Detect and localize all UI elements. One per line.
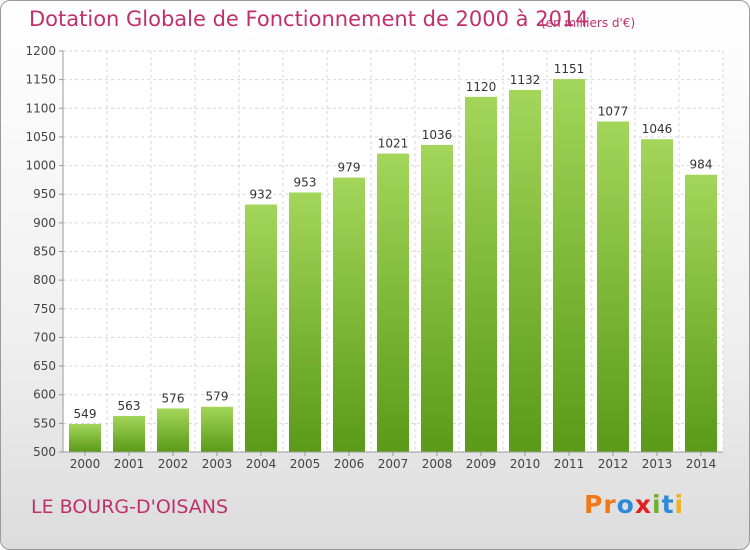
y-tick-label: 1050 [25, 130, 56, 144]
bar [553, 79, 585, 452]
y-tick-label: 1100 [25, 101, 56, 115]
bar [289, 192, 321, 452]
axes: 500 550 600 650 700 750 800 850 900 950 1000 1050 11… [25, 44, 723, 471]
x-tick-label: 2001 [114, 457, 145, 471]
logo-letter: o [616, 490, 635, 519]
x-tick-label: 2013 [642, 457, 673, 471]
proxiti-logo[interactable]: Proxiti [584, 490, 684, 519]
bars [69, 79, 717, 453]
data-label: 1151 [554, 62, 585, 76]
bar [377, 153, 409, 452]
data-label: 932 [250, 188, 273, 202]
data-label: 1046 [642, 122, 673, 136]
x-tick-label: 2011 [554, 457, 585, 471]
y-tick-label: 750 [33, 302, 56, 316]
x-tick-label: 2014 [686, 457, 717, 471]
bar [201, 406, 233, 452]
data-label: 1021 [378, 137, 409, 151]
logo-letter: i [652, 490, 662, 519]
logo-letter: P [584, 490, 604, 519]
logo-letter: i [674, 490, 685, 519]
data-label: 1120 [466, 80, 497, 94]
bar [69, 423, 101, 452]
chart-title: Dotation Globale de Fonctionnement de 20… [29, 7, 589, 31]
x-tick-label: 2007 [378, 457, 409, 471]
y-tick-label: 800 [33, 273, 56, 287]
y-tick-label: 700 [33, 330, 56, 344]
bar [641, 139, 673, 452]
bar [113, 415, 145, 452]
bar [509, 89, 541, 452]
y-tick-label: 1200 [25, 44, 56, 58]
x-tick-label: 2000 [70, 457, 101, 471]
data-label: 576 [162, 391, 185, 405]
data-label: 1077 [598, 104, 629, 118]
y-tick-label: 650 [33, 359, 56, 373]
x-tick-label: 2005 [290, 457, 321, 471]
data-label: 953 [294, 175, 317, 189]
logo-letter: r [603, 490, 617, 519]
data-label: 1132 [510, 73, 541, 87]
y-tick-label: 850 [33, 245, 56, 259]
y-tick-label: 900 [33, 216, 56, 230]
town-name: LE BOURG-D'OISANS [31, 496, 229, 518]
x-tick-label: 2003 [202, 457, 233, 471]
x-tick-label: 2010 [510, 457, 541, 471]
chart-unit: (en milliers d'€) [541, 16, 636, 30]
bar [597, 121, 629, 452]
y-tick-label: 500 [33, 445, 56, 459]
bar [245, 204, 277, 452]
x-tick-label: 2002 [158, 457, 189, 471]
y-tick-label: 1150 [25, 73, 56, 87]
data-label: 563 [118, 399, 141, 413]
y-tick-label: 950 [33, 187, 56, 201]
data-labels: 549 563 576 579 932 953 979 1021 1036 1120 1132 115… [74, 62, 713, 421]
y-tick-label: 550 [33, 416, 56, 430]
bar [685, 174, 717, 453]
bar [421, 144, 453, 452]
data-label: 579 [206, 390, 229, 404]
data-label: 1036 [422, 128, 453, 142]
data-label: 549 [74, 407, 97, 421]
x-tick-label: 2004 [246, 457, 277, 471]
x-tick-label: 2009 [466, 457, 497, 471]
logo-letter: t [661, 490, 675, 519]
data-label: 984 [690, 158, 713, 172]
bar [465, 96, 497, 452]
logo-letter: x [634, 490, 652, 519]
data-label: 979 [338, 161, 361, 175]
x-tick-label: 2008 [422, 457, 453, 471]
x-tick-label: 2006 [334, 457, 365, 471]
y-tick-label: 600 [33, 388, 56, 402]
bar [157, 408, 189, 452]
y-tick-label: 1000 [25, 159, 56, 173]
x-tick-label: 2012 [598, 457, 629, 471]
bar [333, 177, 365, 452]
